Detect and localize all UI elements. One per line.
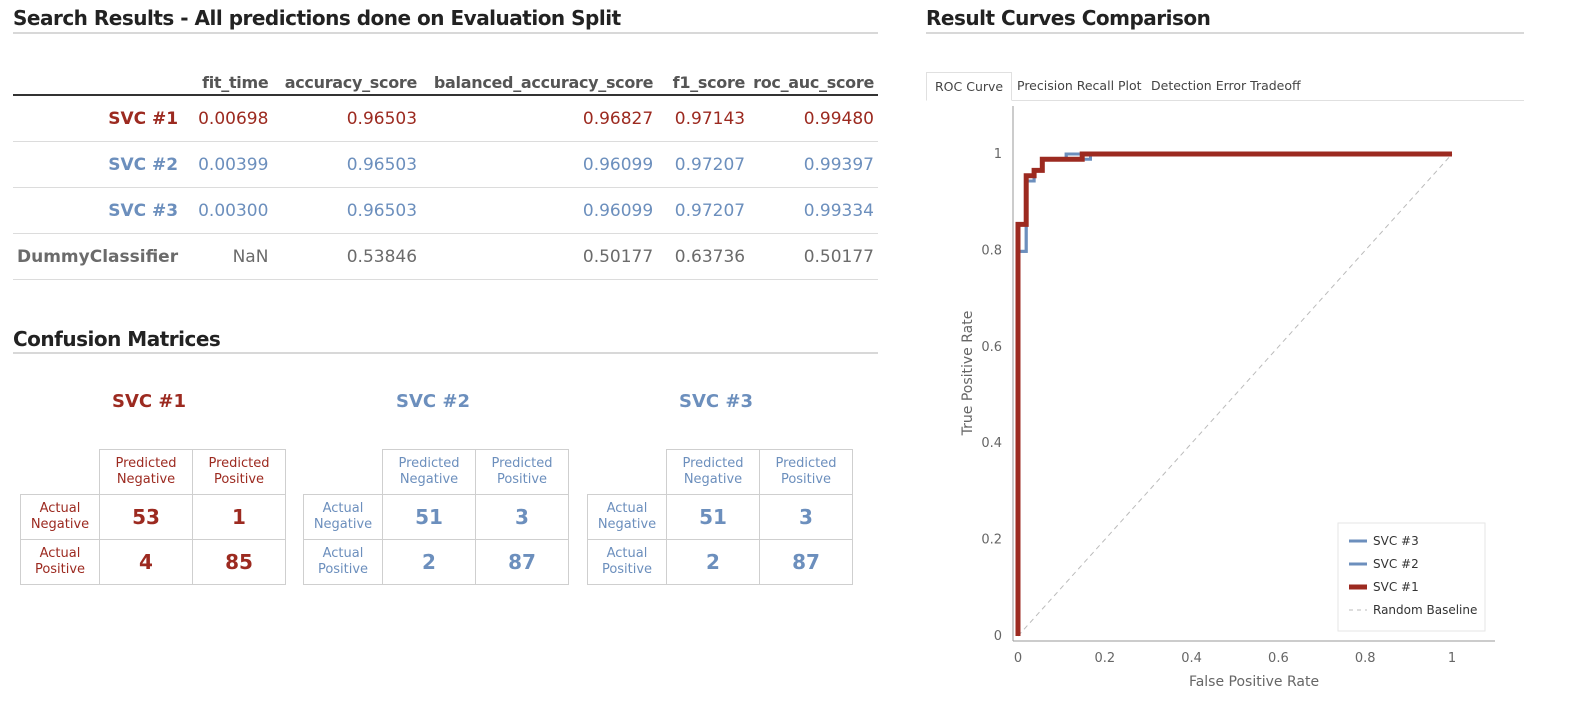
act-pos-header: Actual Positive xyxy=(303,539,383,585)
x-tick-label: 0.8 xyxy=(1355,651,1376,666)
confusion-matrix-title: SVC #2 xyxy=(396,391,470,412)
act-neg-header: Actual Negative xyxy=(303,494,383,540)
cell-roc-auc: 0.50177 xyxy=(749,233,878,280)
legend-label: SVC #3 xyxy=(1373,534,1419,548)
x-tick-label: 1 xyxy=(1448,651,1456,666)
confusion-matrix: Predicted Negative Predicted Positive Ac… xyxy=(20,449,286,585)
cell-f1: 0.97207 xyxy=(657,187,750,234)
y-tick-label: 0.2 xyxy=(981,533,1002,548)
results-header-row: fit_time accuracy_score balanced_accurac… xyxy=(13,68,878,96)
legend-label: Random Baseline xyxy=(1373,603,1477,617)
pred-pos-header: Predicted Positive xyxy=(759,449,853,495)
false-positive-cell: 1 xyxy=(192,494,286,540)
col-header-accuracy: accuracy_score xyxy=(272,68,422,96)
row-name: SVC #1 xyxy=(13,95,183,142)
true-negative-cell: 51 xyxy=(382,494,476,540)
confusion-matrix-title: SVC #3 xyxy=(679,391,753,412)
true-positive-cell: 85 xyxy=(192,539,286,585)
x-tick-label: 0.6 xyxy=(1268,651,1289,666)
cell-balanced-accuracy: 0.96827 xyxy=(421,95,658,142)
false-positive-cell: 3 xyxy=(475,494,569,540)
true-negative-cell: 53 xyxy=(99,494,193,540)
false-negative-cell: 4 xyxy=(99,539,193,585)
row-name: SVC #2 xyxy=(13,141,183,188)
act-pos-header: Actual Positive xyxy=(20,539,100,585)
true-positive-cell: 87 xyxy=(475,539,569,585)
row-name: DummyClassifier xyxy=(13,233,183,280)
col-header-model xyxy=(13,68,183,96)
false-negative-cell: 2 xyxy=(382,539,476,585)
cell-roc-auc: 0.99334 xyxy=(749,187,878,234)
y-tick-label: 0.4 xyxy=(981,436,1002,451)
table-row: SVC #3 0.00300 0.96503 0.96099 0.97207 0… xyxy=(13,187,878,234)
true-positive-cell: 87 xyxy=(759,539,853,585)
pred-neg-header: Predicted Negative xyxy=(382,449,476,495)
table-row: SVC #1 0.00698 0.96503 0.96827 0.97143 0… xyxy=(13,95,878,142)
series-line-svc-2 xyxy=(1016,152,1452,636)
legend-label: SVC #1 xyxy=(1373,580,1419,594)
results-title-rule xyxy=(13,32,878,34)
cell-accuracy: 0.96503 xyxy=(272,141,422,188)
col-header-fit-time: fit_time xyxy=(182,68,273,96)
table-row: SVC #2 0.00399 0.96503 0.96099 0.97207 0… xyxy=(13,141,878,188)
cell-accuracy: 0.53846 xyxy=(272,233,422,280)
act-pos-header: Actual Positive xyxy=(587,539,667,585)
col-header-roc-auc: roc_auc_score xyxy=(749,68,878,96)
legend-label: SVC #2 xyxy=(1373,557,1419,571)
cell-accuracy: 0.96503 xyxy=(272,187,422,234)
false-negative-cell: 2 xyxy=(666,539,760,585)
confusion-matrix: Predicted Negative Predicted Positive Ac… xyxy=(303,449,569,585)
x-tick-label: 0.4 xyxy=(1181,651,1202,666)
cell-roc-auc: 0.99397 xyxy=(749,141,878,188)
confusion-matrix-title: SVC #1 xyxy=(112,391,186,412)
false-positive-cell: 3 xyxy=(759,494,853,540)
x-axis-label: False Positive Rate xyxy=(1189,674,1319,690)
confusion-matrix: Predicted Negative Predicted Positive Ac… xyxy=(587,449,853,585)
cell-fit-time: 0.00300 xyxy=(182,187,273,234)
pred-pos-header: Predicted Positive xyxy=(475,449,569,495)
legend-box xyxy=(1337,522,1486,632)
cell-f1: 0.97207 xyxy=(657,141,750,188)
x-tick-label: 0.2 xyxy=(1094,651,1115,666)
pred-neg-header: Predicted Negative xyxy=(666,449,760,495)
series-line-svc-3 xyxy=(1016,152,1452,636)
tab-detection-error-tradeoff[interactable]: Detection Error Tradeoff xyxy=(1151,78,1301,93)
cell-balanced-accuracy: 0.96099 xyxy=(421,141,658,188)
cell-f1: 0.63736 xyxy=(657,233,750,280)
series-line-svc-1 xyxy=(1015,151,1452,636)
true-negative-cell: 51 xyxy=(666,494,760,540)
y-tick-label: 0.6 xyxy=(981,340,1002,355)
y-tick-label: 0.8 xyxy=(981,243,1002,258)
act-neg-header: Actual Negative xyxy=(20,494,100,540)
cell-f1: 0.97143 xyxy=(657,95,750,142)
col-header-f1: f1_score xyxy=(657,68,750,96)
cell-roc-auc: 0.99480 xyxy=(749,95,878,142)
cell-accuracy: 0.96503 xyxy=(272,95,422,142)
series-line-random-baseline xyxy=(1017,153,1453,637)
tab-precision-recall[interactable]: Precision Recall Plot xyxy=(1017,78,1142,93)
curves-title: Result Curves Comparison xyxy=(926,6,1211,30)
table-row: DummyClassifier NaN 0.53846 0.50177 0.63… xyxy=(13,233,878,280)
pred-pos-header: Predicted Positive xyxy=(192,449,286,495)
y-axis-label: True Positive Rate xyxy=(960,311,976,437)
cell-balanced-accuracy: 0.50177 xyxy=(421,233,658,280)
cell-balanced-accuracy: 0.96099 xyxy=(421,187,658,234)
cell-fit-time: NaN xyxy=(182,233,273,280)
curve-tabs: ROC Curve Precision Recall Plot Detectio… xyxy=(926,72,1524,101)
confusion-title-rule xyxy=(13,352,878,354)
col-header-balanced-accuracy: balanced_accuracy_score xyxy=(421,68,658,96)
results-table: fit_time accuracy_score balanced_accurac… xyxy=(13,68,878,280)
tab-roc-curve[interactable]: ROC Curve xyxy=(926,72,1013,101)
y-tick-label: 1 xyxy=(994,147,1002,162)
row-name: SVC #3 xyxy=(13,187,183,234)
confusion-title: Confusion Matrices xyxy=(13,327,221,351)
y-tick-label: 0 xyxy=(994,629,1002,644)
results-title: Search Results - All predictions done on… xyxy=(13,6,621,30)
curves-title-rule xyxy=(926,32,1524,34)
pred-neg-header: Predicted Negative xyxy=(99,449,193,495)
cell-fit-time: 0.00399 xyxy=(182,141,273,188)
x-tick-label: 0 xyxy=(1014,651,1022,666)
act-neg-header: Actual Negative xyxy=(587,494,667,540)
cell-fit-time: 0.00698 xyxy=(182,95,273,142)
